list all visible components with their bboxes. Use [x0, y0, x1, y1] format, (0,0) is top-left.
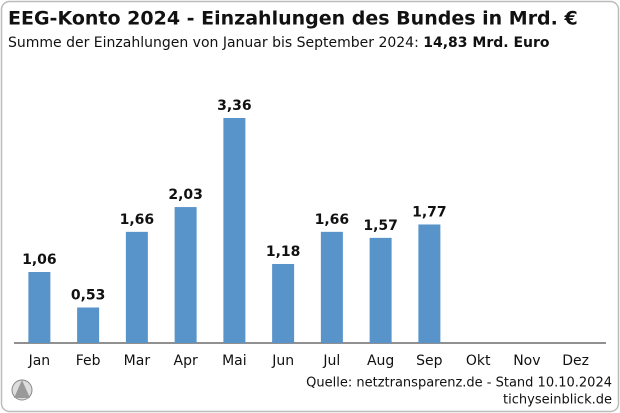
subtitle-text: Summe der Einzahlungen von Januar bis Se… [8, 35, 423, 51]
bar [174, 207, 197, 343]
value-label: 1,06 [22, 252, 57, 268]
logo [11, 379, 33, 401]
x-tick-label: Okt [466, 353, 491, 369]
value-label: 0,53 [71, 288, 106, 304]
chart-title: EEG-Konto 2024 - Einzahlungen des Bundes… [8, 8, 578, 30]
bar [369, 237, 392, 343]
bar [418, 224, 441, 343]
bar [272, 263, 295, 343]
value-label: 2,03 [168, 187, 203, 203]
x-tick-label: Sep [416, 353, 443, 369]
publisher: tichyseinblick.de [503, 393, 612, 408]
x-tick-label: Mai [222, 353, 247, 369]
value-label: 1,66 [120, 212, 155, 228]
value-label: 1,18 [266, 244, 301, 260]
bar [125, 231, 148, 343]
bar [28, 272, 51, 343]
value-label: 1,57 [363, 218, 398, 234]
x-tick-label: Nov [513, 353, 540, 369]
bar [223, 118, 246, 343]
x-tick-label: Mar [124, 353, 151, 369]
source: Quelle: netztransparenz.de - Stand 10.10… [306, 376, 612, 391]
x-tick-label: Feb [76, 353, 101, 369]
x-tick-label: Aug [367, 353, 394, 369]
subtitle-highlight: 14,83 Mrd. Euro [423, 35, 550, 51]
x-tick-label: Jan [28, 353, 51, 369]
value-label: 1,77 [412, 204, 447, 220]
x-tick-label: Jul [322, 353, 340, 369]
x-tick-label: Apr [174, 353, 198, 369]
x-tick-label: Dez [562, 353, 589, 369]
bar [77, 307, 100, 343]
chart-subtitle: Summe der Einzahlungen von Januar bis Se… [8, 35, 550, 51]
bar [320, 231, 343, 343]
x-tick-label: Jun [271, 353, 294, 369]
value-label: 3,36 [217, 98, 252, 114]
value-label: 1,66 [315, 212, 350, 228]
